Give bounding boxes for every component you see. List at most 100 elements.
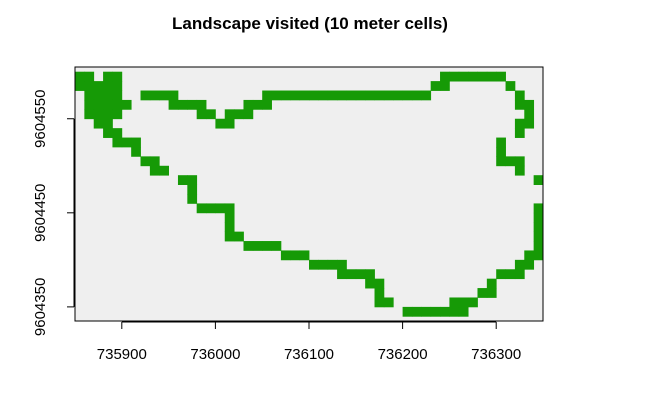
visited-cell (355, 90, 366, 101)
visited-cell (103, 71, 113, 82)
visited-cell (140, 90, 151, 101)
visited-cell (187, 184, 198, 195)
visited-cell (224, 231, 235, 242)
visited-cell (355, 269, 366, 280)
visited-cell (262, 241, 272, 251)
visited-cell (224, 212, 235, 223)
x-tick-label: 735900 (97, 346, 147, 363)
visited-cell (533, 175, 544, 185)
visited-cell (477, 71, 488, 82)
visited-cells-layer (75, 71, 544, 317)
visited-cell (374, 278, 385, 289)
visited-cell (486, 278, 497, 289)
visited-cell (93, 99, 104, 110)
visited-cell (252, 99, 263, 110)
visited-cell (337, 259, 347, 270)
visited-cell (84, 99, 95, 110)
visited-cell (468, 297, 478, 308)
visited-cell (224, 203, 235, 214)
visited-cell (505, 269, 516, 280)
visited-cell (365, 278, 375, 289)
visited-cell (514, 269, 525, 280)
landscape-background (75, 67, 543, 321)
visited-cell (84, 90, 95, 101)
visited-cell (290, 90, 301, 101)
visited-cell (112, 90, 123, 101)
visited-cell (486, 288, 497, 298)
visited-cell (187, 194, 198, 204)
visited-cell (177, 175, 188, 185)
visited-cell (383, 90, 394, 101)
visited-cell (505, 156, 516, 167)
visited-cell (168, 90, 179, 101)
visited-cell (271, 90, 282, 101)
visited-cell (383, 297, 394, 308)
visited-cell (234, 109, 244, 120)
visited-cell (374, 288, 385, 298)
visited-cell (159, 90, 169, 101)
visited-cell (524, 109, 535, 120)
visited-cell (402, 90, 413, 101)
visited-cell (243, 241, 254, 251)
visited-cell (177, 99, 188, 110)
visited-cell (309, 90, 319, 101)
visited-cell (496, 156, 506, 167)
x-tick-label: 736000 (190, 346, 240, 363)
visited-cell (215, 118, 226, 129)
visited-cell (496, 269, 506, 280)
visited-cell (421, 306, 432, 317)
y-tick-label: 9604550 (32, 90, 49, 148)
visited-cell (121, 137, 132, 148)
visited-cell (75, 81, 85, 91)
visited-cell (299, 250, 310, 261)
visited-cell (196, 109, 207, 120)
visited-cell (477, 288, 488, 298)
visited-cell (243, 109, 254, 120)
visited-cell (140, 156, 151, 167)
visited-cell (496, 71, 506, 82)
visited-cell (318, 259, 329, 270)
y-axis: 9604350 9604450 9604550 (32, 90, 75, 336)
visited-cell (337, 90, 347, 101)
y-tick-label: 9604450 (32, 184, 49, 242)
visited-cell (103, 99, 113, 110)
x-axis: 735900 736000 736100 736200 736300 (97, 321, 521, 363)
visited-cell (112, 99, 123, 110)
visited-cell (402, 306, 413, 317)
visited-cell (112, 128, 123, 138)
visited-cell (215, 203, 226, 214)
visited-cell (271, 241, 282, 251)
visited-cell (421, 90, 432, 101)
visited-cell (440, 81, 450, 91)
visited-cell (224, 118, 235, 129)
visited-cell (252, 241, 263, 251)
visited-cell (346, 269, 357, 280)
visited-cell (103, 109, 113, 120)
visited-cell (196, 203, 207, 214)
visited-cell (187, 99, 198, 110)
visited-cell (365, 269, 375, 280)
visited-cell (533, 231, 544, 242)
visited-cell (533, 241, 544, 251)
visited-cell (458, 71, 469, 82)
visited-cell (440, 306, 450, 317)
visited-cell (112, 137, 123, 148)
visited-cell (337, 269, 347, 280)
visited-cell (234, 231, 244, 242)
visited-cell (533, 203, 544, 214)
visited-cell (468, 71, 478, 82)
visited-cell (103, 81, 113, 91)
visited-cell (93, 90, 104, 101)
visited-cell (458, 297, 469, 308)
visited-cell (280, 90, 291, 101)
visited-cell (112, 109, 123, 120)
visited-cell (411, 306, 422, 317)
chart-title: Landscape visited (10 meter cells) (172, 14, 448, 33)
visited-cell (318, 90, 329, 101)
visited-cell (196, 99, 207, 110)
visited-cell (393, 90, 403, 101)
x-tick-label: 736200 (378, 346, 428, 363)
visited-cell (374, 90, 385, 101)
visited-cell (365, 90, 375, 101)
visited-cell (103, 118, 113, 129)
